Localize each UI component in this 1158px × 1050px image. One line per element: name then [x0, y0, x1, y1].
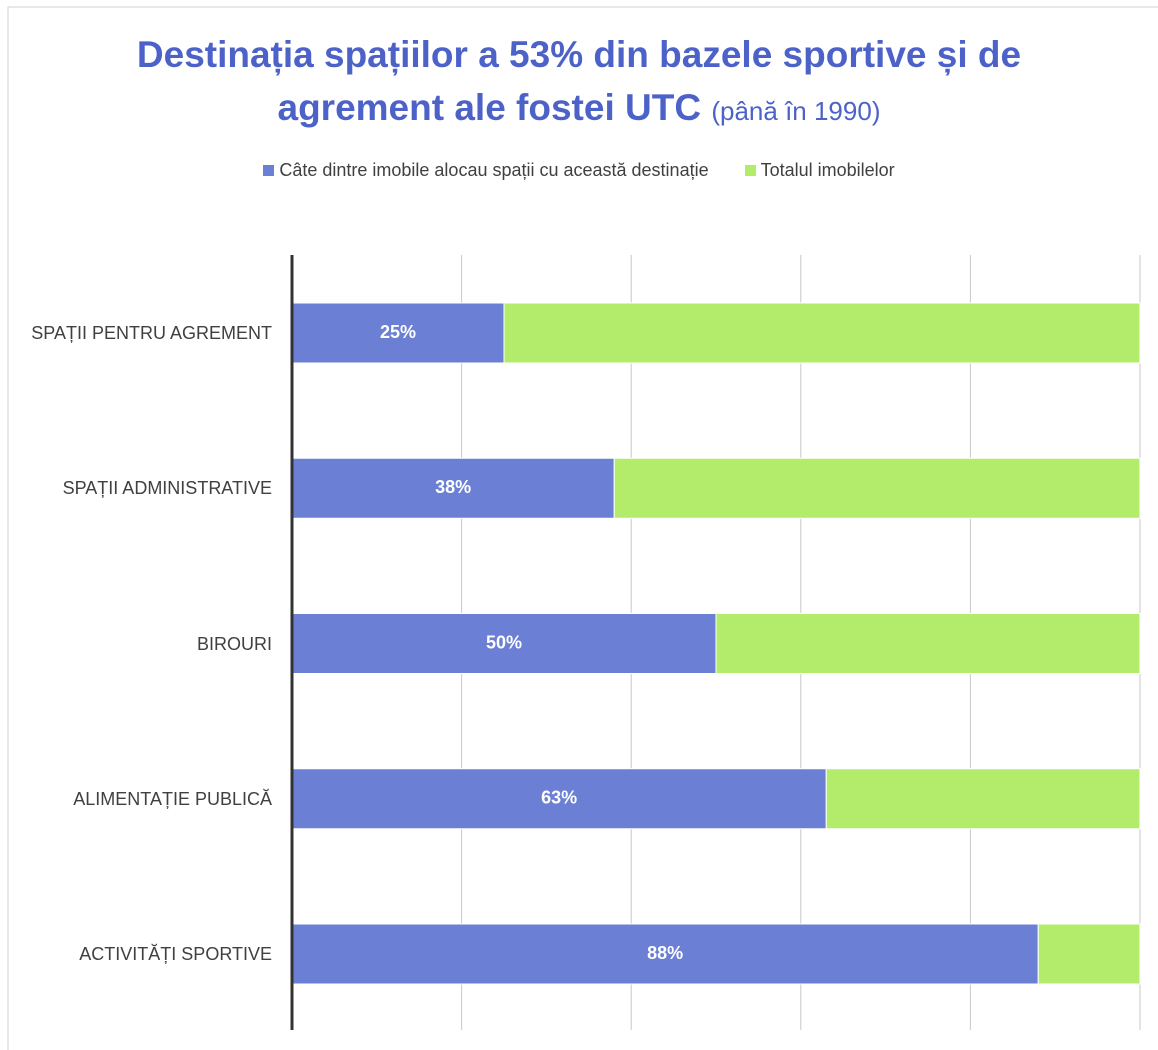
chart-subtitle: (până în 1990) [711, 96, 881, 126]
bar-segment [503, 302, 1141, 364]
y-tick-label: SPAȚII PENTRU AGREMENT [31, 323, 272, 343]
bar-segment [1037, 923, 1141, 985]
legend-label: Câte dintre imobile alocau spații cu ace… [279, 160, 709, 180]
data-label: 63% [541, 788, 577, 808]
chart-title: Destinația spațiilor a 53% din bazele sp… [136, 34, 1022, 128]
y-tick-label: ACTIVITĂȚI SPORTIVE [79, 944, 272, 964]
y-tick-label: SPAȚII ADMINISTRATIVE [62, 478, 272, 499]
bar-segment [613, 457, 1141, 519]
legend: Câte dintre imobile alocau spații cu ace… [0, 160, 1158, 181]
bar-segment [715, 613, 1141, 674]
data-label: 38% [435, 477, 471, 497]
legend-item: Totalul imobilelor [744, 160, 895, 181]
bar-segment [291, 457, 615, 519]
data-label: 25% [380, 322, 416, 342]
y-tick-label: ALIMENTAȚIE PUBLICĂ [73, 788, 272, 809]
legend-item: Câte dintre imobile alocau spații cu ace… [263, 160, 709, 181]
bar-segment [825, 768, 1141, 830]
data-label: 50% [486, 632, 522, 652]
bar-segment [291, 923, 1039, 985]
data-label: 88% [647, 943, 683, 963]
bar-segment [291, 613, 717, 674]
chart-frame [7, 6, 1158, 1050]
legend-swatch [744, 165, 756, 176]
y-tick-label: BIROURI [196, 633, 272, 654]
chart-title-block: Destinația spațiilor a 53% din bazele sp… [100, 28, 1058, 138]
legend-swatch [263, 165, 275, 176]
legend-label: Totalul imobilelor [760, 160, 895, 180]
